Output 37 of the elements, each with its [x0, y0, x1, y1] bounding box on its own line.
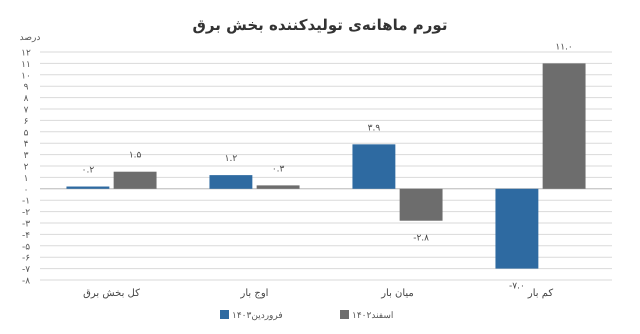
ytick: ۵ [24, 128, 28, 138]
ytick: ۱۲ [21, 48, 31, 58]
ytick: -۳ [22, 220, 30, 230]
ytick: -۵ [22, 242, 30, 252]
ytick: ۹ [24, 82, 28, 93]
legend-label: فروردین۱۴۰۳ [232, 311, 283, 321]
data-label: -۲.۸ [413, 234, 429, 244]
category: کل بخش برق [83, 288, 140, 299]
ytick: -۶ [22, 254, 30, 264]
ylabel: درصد [20, 33, 40, 43]
ytick: ۶ [24, 116, 28, 127]
data-label: ۱.۲ [224, 154, 238, 164]
ytick: ۳ [24, 151, 28, 162]
data-label: ۱.۵ [128, 150, 142, 161]
ytick: -۸ [22, 276, 30, 286]
data-label: ۳.۹ [368, 123, 380, 134]
ytick: ۱۰ [21, 71, 31, 82]
category: اوج بار [240, 288, 268, 299]
data-label: ۱۱.۰ [555, 42, 573, 52]
category: میان بار [381, 288, 414, 299]
title: تورم ماهانه‌ی تولیدکننده بخش برق [192, 16, 448, 34]
ytick: ۸ [24, 94, 28, 104]
legend-label: اسفند۱۴۰۲ [352, 311, 394, 321]
ytick: -۴ [22, 230, 30, 241]
ytick: ۷ [24, 106, 28, 116]
ytick: ۱۱ [21, 60, 31, 70]
ytick: ۴ [24, 140, 28, 150]
ytick: ۲ [24, 162, 28, 172]
data-label: -۷.۰ [509, 282, 525, 292]
data-label: ۰.۳ [272, 164, 284, 174]
ytick: ۰ [24, 185, 28, 196]
ytick: -۱ [22, 196, 30, 207]
ytick: -۷ [22, 265, 30, 276]
ytick: -۲ [22, 208, 30, 218]
ytick: ۱ [24, 174, 28, 184]
data-label: ۰.۲ [82, 166, 94, 176]
category: کم بار [528, 288, 554, 299]
